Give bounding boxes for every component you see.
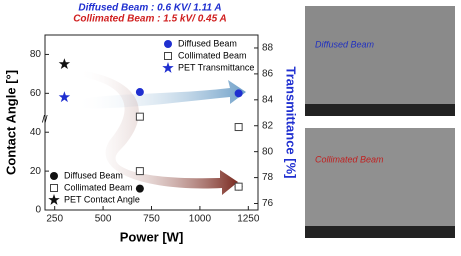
y2-tick-label: 86 bbox=[262, 69, 274, 80]
y2-tick-label: 76 bbox=[262, 198, 274, 209]
legend-marker bbox=[162, 62, 174, 73]
marker bbox=[58, 58, 71, 69]
legend-label: PET Contact Angle bbox=[64, 194, 140, 204]
marker bbox=[234, 123, 243, 132]
legend-label: Diffused Beam bbox=[64, 170, 123, 180]
x-tick-label: 250 bbox=[46, 214, 63, 225]
annotation: Diffused Beam : 0.6 KV/ 1.11 A bbox=[78, 3, 221, 14]
marker bbox=[234, 182, 243, 191]
marker bbox=[234, 89, 243, 98]
legend-label: Diffused Beam bbox=[178, 38, 237, 48]
break-mark: // bbox=[42, 115, 48, 126]
annotation: Collimated Beam : 1.5 kV/ 0.45 A bbox=[73, 14, 227, 25]
y2-axis-label: Transmittance [%] bbox=[284, 67, 299, 179]
x-tick-label: 1250 bbox=[237, 214, 260, 225]
legend-marker bbox=[164, 40, 172, 48]
legend-marker bbox=[50, 184, 58, 192]
x-tick-label: 500 bbox=[95, 214, 112, 225]
sem-image bbox=[305, 128, 455, 238]
x-tick-label: 750 bbox=[143, 214, 160, 225]
sem-footer bbox=[305, 226, 455, 238]
image-label: Collimated Beam bbox=[315, 154, 384, 164]
marker bbox=[135, 184, 144, 193]
y-tick-label: 0 bbox=[35, 205, 41, 216]
y-tick-label: 80 bbox=[30, 49, 42, 60]
legend-label: PET Transmittance bbox=[178, 62, 254, 72]
legend-label: Collimated Beam bbox=[178, 50, 247, 60]
legend-marker bbox=[48, 194, 60, 205]
y-axis-label: Contact Angle [°] bbox=[3, 70, 18, 175]
y2-tick-label: 82 bbox=[262, 120, 274, 131]
arrow-diffused bbox=[75, 80, 246, 109]
marker bbox=[58, 91, 71, 103]
legend-marker bbox=[50, 172, 58, 180]
y2-tick-label: 80 bbox=[262, 146, 274, 157]
x-axis-label: Power [W] bbox=[120, 229, 184, 244]
legend-marker bbox=[164, 52, 172, 60]
y-tick-label: 20 bbox=[30, 166, 42, 177]
marker bbox=[135, 88, 144, 97]
y2-tick-label: 84 bbox=[262, 94, 274, 105]
legend-label: Collimated Beam bbox=[64, 182, 133, 192]
marker bbox=[135, 167, 144, 176]
arrow-collimated bbox=[78, 70, 238, 195]
x-tick-label: 1000 bbox=[189, 214, 212, 225]
y-tick-label: 60 bbox=[30, 88, 42, 99]
y-tick-label: 40 bbox=[30, 127, 42, 138]
y2-tick-label: 78 bbox=[262, 172, 274, 183]
marker bbox=[135, 112, 144, 121]
image-label: Diffused Beam bbox=[315, 39, 375, 49]
sem-footer bbox=[305, 104, 455, 116]
sem-image bbox=[305, 6, 455, 116]
y2-tick-label: 88 bbox=[262, 43, 274, 54]
